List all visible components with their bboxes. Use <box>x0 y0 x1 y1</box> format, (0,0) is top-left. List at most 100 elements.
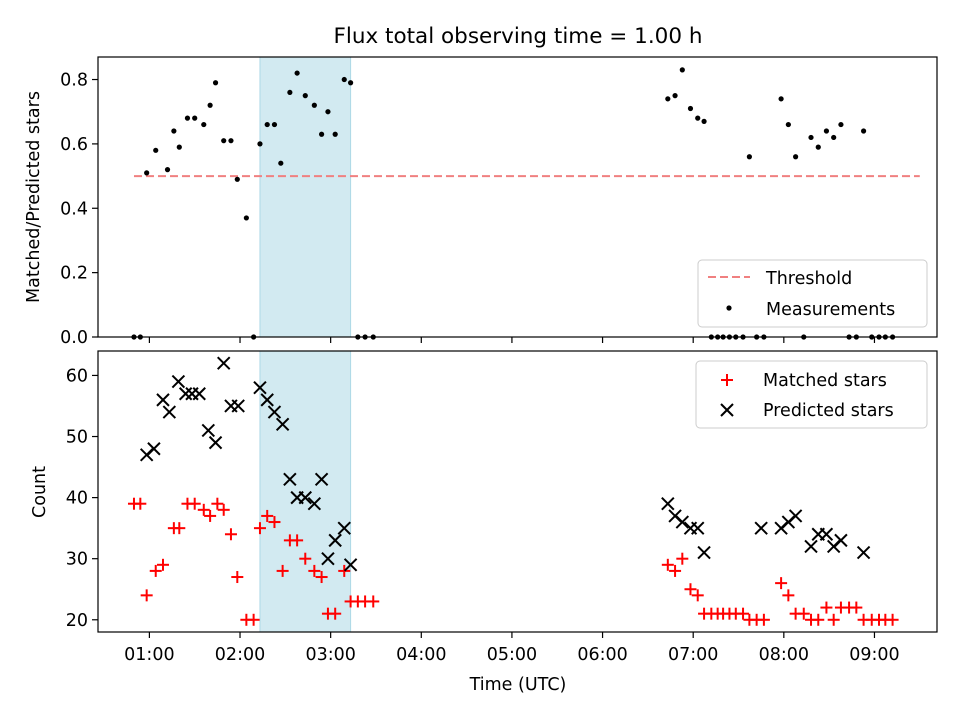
x-tick-label: 03:00 <box>305 645 355 665</box>
matched-star-point <box>669 564 682 577</box>
predicted-star-point <box>691 521 705 535</box>
y-tick-label: 0.2 <box>60 264 88 284</box>
predicted-stars-series <box>139 356 871 572</box>
legend-measurements-swatch <box>726 305 732 311</box>
matched-stars-series <box>127 497 899 626</box>
top-y-axis: 0.0 0.2 0.4 0.6 0.8 <box>60 71 98 348</box>
measurement-point <box>793 154 799 160</box>
measurement-point <box>860 128 867 134</box>
y-tick-label: 0.6 <box>60 135 88 155</box>
predicted-star-point <box>328 533 342 548</box>
measurement-point <box>341 76 347 83</box>
matched-star-point <box>224 528 237 541</box>
matched-star-point <box>276 564 289 577</box>
matched-star-point <box>850 601 863 614</box>
predicted-star-point <box>819 527 834 541</box>
measurement-point <box>815 144 821 150</box>
matched-star-point <box>217 503 230 516</box>
measurement-point <box>831 134 837 141</box>
measurement-point <box>785 121 791 128</box>
legend-measurements-label: Measurements <box>766 300 895 320</box>
matched-star-point <box>827 613 840 626</box>
matched-star-point <box>173 522 186 535</box>
predicted-star-point <box>201 423 216 438</box>
measurement-point <box>672 93 678 99</box>
predicted-star-point <box>804 539 818 554</box>
matched-star-point <box>211 497 224 510</box>
measurement-point <box>325 109 331 115</box>
legend-predicted-label: Predicted stars <box>763 401 894 421</box>
matched-star-point <box>757 613 770 626</box>
predicted-star-point <box>343 558 358 572</box>
measurement-point <box>287 89 293 96</box>
matched-star-point <box>338 564 351 577</box>
measurement-point <box>228 138 234 144</box>
x-tick-label: 04:00 <box>396 645 446 665</box>
measurement-point <box>207 102 213 108</box>
matched-star-point <box>308 564 321 577</box>
highlight-band-rect <box>259 56 352 338</box>
matched-star-point <box>775 577 788 590</box>
measurement-point <box>311 102 317 108</box>
measurement-point <box>302 93 308 99</box>
top-legend: Threshold Measurements <box>697 259 928 328</box>
measurement-point <box>271 121 278 128</box>
measurement-point <box>176 144 182 150</box>
predicted-star-point <box>337 521 351 535</box>
matched-star-point <box>782 589 795 602</box>
top-plot-frame <box>97 56 938 338</box>
bottom-x-axis: 01:00 02:00 03:00 04:00 05:00 06:00 07:00 08:00… <box>124 632 900 665</box>
measurement-point <box>695 115 701 121</box>
predicted-star-point <box>661 497 675 511</box>
measurement-point <box>212 80 219 86</box>
measurement-point <box>823 128 830 134</box>
bottom-y-axis: 20 30 40 50 60 <box>66 366 98 631</box>
matched-star-point <box>149 564 162 577</box>
measurement-point <box>278 160 284 166</box>
matched-star-point <box>812 613 825 626</box>
bottom-highlight-band <box>259 350 352 633</box>
matched-star-point <box>253 522 266 535</box>
measurement-point <box>192 115 198 121</box>
measurement-point <box>221 138 227 144</box>
x-tick-label: 07:00 <box>668 645 718 665</box>
legend-matched-label: Matched stars <box>763 371 887 391</box>
predicted-star-point <box>275 417 290 432</box>
matched-star-point <box>661 558 674 571</box>
matched-star-point <box>197 503 210 516</box>
predicted-star-point <box>697 545 711 560</box>
top-highlight-band <box>259 56 352 338</box>
measurement-point <box>234 176 240 182</box>
predicted-star-point <box>162 405 177 419</box>
top-y-axis-label: Matched/Predicted stars <box>24 91 44 303</box>
measurement-point <box>294 70 300 76</box>
predicted-star-point <box>307 497 322 511</box>
measurement-point <box>778 96 784 102</box>
predicted-star-point <box>156 393 170 407</box>
x-tick-label: 06:00 <box>577 645 627 665</box>
matched-star-point <box>268 516 281 529</box>
predicted-star-point <box>147 442 161 456</box>
matched-star-point <box>684 583 697 596</box>
predicted-star-point <box>217 356 231 370</box>
predicted-star-point <box>231 399 245 413</box>
x-tick-label: 05:00 <box>487 645 537 665</box>
predicted-star-point <box>675 515 690 529</box>
measurement-point <box>347 80 354 86</box>
y-tick-label: 60 <box>66 366 88 386</box>
matched-star-point <box>134 497 147 510</box>
legend-threshold-label: Threshold <box>765 269 852 289</box>
predicted-star-point <box>260 393 274 407</box>
matched-star-point <box>886 613 899 626</box>
matched-star-point <box>315 571 328 584</box>
matched-star-point <box>691 589 704 602</box>
matched-star-point <box>140 589 153 602</box>
legend-predicted-swatch <box>720 403 734 417</box>
measurement-point <box>264 121 270 128</box>
measurement-point <box>687 105 694 112</box>
measurement-point <box>665 96 671 102</box>
predicted-star-point <box>283 472 297 486</box>
y-tick-label: 30 <box>66 550 88 570</box>
matched-star-point <box>820 601 833 614</box>
